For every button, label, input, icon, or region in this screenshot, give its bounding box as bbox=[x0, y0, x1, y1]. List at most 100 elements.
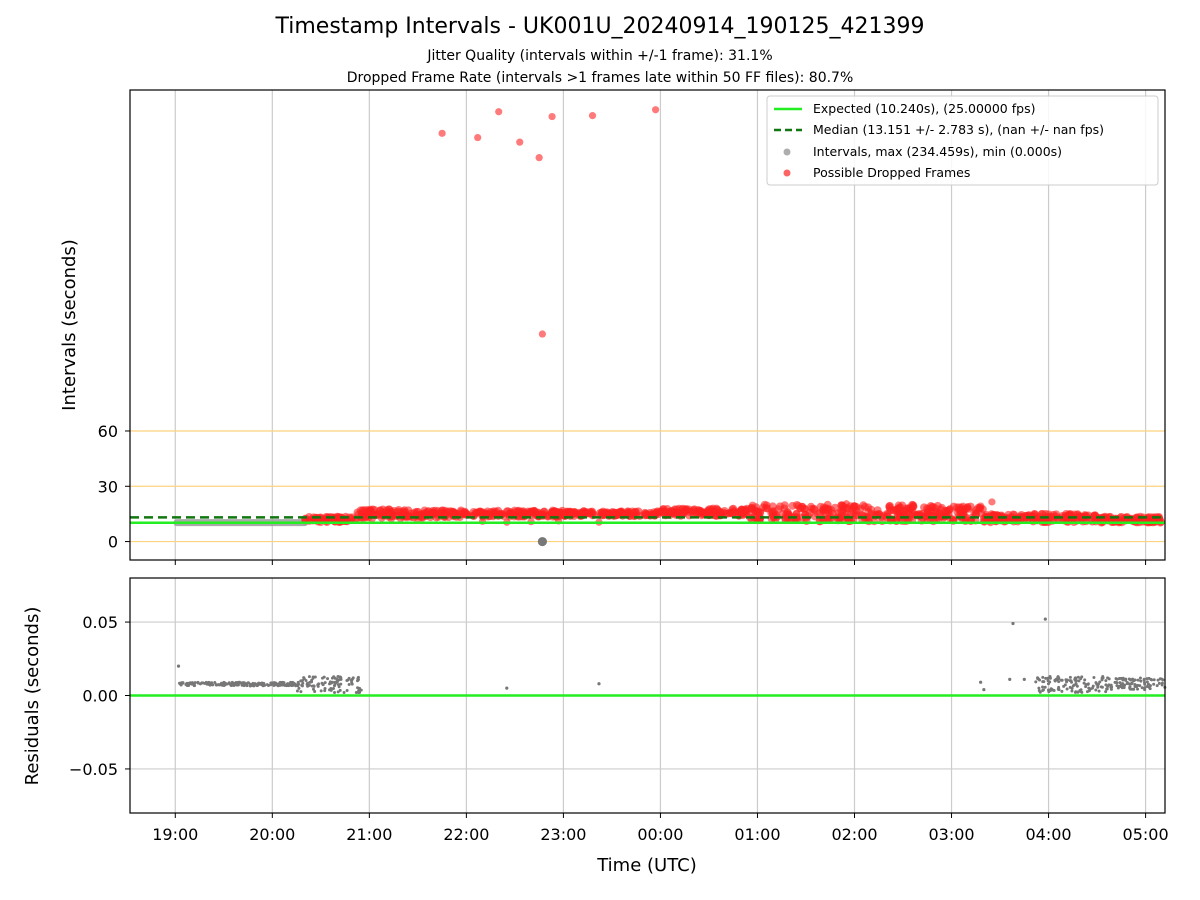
residual-point bbox=[1125, 682, 1129, 686]
residual-point bbox=[189, 682, 193, 686]
residual-point bbox=[181, 681, 185, 685]
dropped-frame-point bbox=[367, 506, 376, 515]
residual-point bbox=[1048, 675, 1052, 679]
residual-point bbox=[1136, 678, 1140, 682]
residual-point bbox=[1107, 677, 1111, 681]
residual-point bbox=[1116, 686, 1120, 690]
residual-point bbox=[249, 683, 253, 687]
dropped-frame-point bbox=[702, 509, 711, 518]
residual-point bbox=[323, 681, 327, 685]
x-tick-label: 03:00 bbox=[928, 825, 974, 844]
y-tick-label: −0.05 bbox=[69, 760, 118, 779]
y-tick-label: 30 bbox=[98, 477, 118, 496]
residual-point bbox=[1136, 687, 1140, 691]
residual-point bbox=[217, 683, 221, 687]
residual-point bbox=[301, 681, 305, 685]
residual-point bbox=[1143, 682, 1147, 686]
dropped-frame-point bbox=[651, 106, 660, 114]
residual-point bbox=[242, 681, 246, 685]
residual-point bbox=[1096, 685, 1100, 689]
residual-point bbox=[331, 687, 335, 691]
residual-point bbox=[1084, 683, 1088, 687]
dropped-frame-point bbox=[842, 500, 851, 508]
residual-point bbox=[292, 681, 296, 685]
residual-point bbox=[1118, 677, 1122, 681]
residual-point bbox=[1109, 685, 1113, 689]
residual-point bbox=[1130, 681, 1134, 685]
residual-point bbox=[347, 676, 351, 680]
residual-point bbox=[1104, 690, 1108, 694]
residual-point bbox=[1070, 689, 1074, 693]
residual-point bbox=[1071, 684, 1075, 688]
dropped-frame-point bbox=[988, 498, 996, 506]
residual-point bbox=[1063, 683, 1067, 687]
residual-point bbox=[297, 686, 301, 690]
residual-point bbox=[1133, 683, 1137, 687]
residual-point bbox=[246, 681, 250, 685]
dropped-frame-point bbox=[821, 505, 830, 514]
residual-point bbox=[193, 681, 197, 685]
residual-point bbox=[1122, 685, 1126, 689]
residual-point bbox=[358, 686, 362, 690]
residual-point bbox=[1124, 677, 1128, 681]
dropped-frame-point bbox=[893, 512, 902, 521]
dropped-frame-point bbox=[588, 112, 597, 120]
residual-point bbox=[1100, 676, 1104, 680]
residual-point bbox=[1156, 678, 1160, 682]
dropped-frame-point bbox=[434, 507, 443, 516]
residual-point bbox=[281, 680, 285, 684]
residual-point bbox=[1094, 688, 1098, 692]
jitter-quality-subtitle: Jitter Quality (intervals within +/-1 fr… bbox=[427, 48, 773, 64]
residual-point bbox=[1107, 683, 1111, 687]
residual-point bbox=[239, 681, 243, 685]
x-tick-label: 02:00 bbox=[831, 825, 877, 844]
residual-point bbox=[300, 684, 304, 688]
legend-dropped-label: Possible Dropped Frames bbox=[813, 165, 970, 180]
residual-point bbox=[1065, 680, 1069, 684]
residual-point bbox=[310, 684, 314, 688]
residual-point bbox=[1043, 685, 1047, 689]
residual-point bbox=[1104, 683, 1108, 687]
intervals-plot-frame bbox=[129, 89, 1166, 561]
residual-point bbox=[1077, 679, 1081, 683]
residual-point bbox=[295, 689, 299, 693]
residual-point bbox=[1011, 621, 1015, 626]
residual-point bbox=[253, 682, 257, 686]
residual-point bbox=[505, 686, 509, 690]
dropped-frame-point bbox=[377, 513, 386, 522]
residual-point bbox=[1049, 687, 1053, 691]
residual-point bbox=[1057, 680, 1061, 684]
dropped-frame-point bbox=[599, 507, 608, 516]
residual-point bbox=[201, 681, 205, 685]
residual-point bbox=[1073, 690, 1077, 694]
residual-point bbox=[1104, 679, 1108, 683]
residual-point bbox=[240, 683, 244, 687]
residual-point bbox=[356, 690, 360, 694]
dropped-frame-point bbox=[610, 508, 619, 517]
intervals-y-axis-label: Intervals (seconds) bbox=[59, 239, 80, 411]
residual-point bbox=[1053, 679, 1057, 683]
residual-point bbox=[1158, 677, 1162, 681]
residual-point bbox=[328, 688, 332, 692]
residual-point bbox=[356, 679, 360, 683]
dropped-frame-point bbox=[672, 508, 681, 517]
legend-dropped-swatch bbox=[783, 169, 791, 177]
residual-point bbox=[1138, 676, 1142, 680]
dropped-frame-point bbox=[495, 108, 503, 116]
legend: Expected (10.240s), (25.00000 fps) Media… bbox=[766, 95, 1159, 186]
residual-point bbox=[319, 689, 323, 693]
x-tick-label: 19:00 bbox=[152, 825, 198, 844]
dropped-frame-point bbox=[469, 511, 478, 520]
legend-expected-label: Expected (10.240s), (25.00000 fps) bbox=[813, 101, 1035, 116]
residual-point bbox=[1008, 677, 1012, 681]
residual-point bbox=[1070, 686, 1074, 690]
dropped-frame-point bbox=[936, 505, 945, 514]
residual-point bbox=[313, 675, 317, 679]
residual-point bbox=[320, 676, 324, 680]
residual-point bbox=[256, 683, 260, 687]
dropped-frame-point bbox=[834, 509, 843, 518]
residuals-y-axis-label: Residuals (seconds) bbox=[22, 607, 43, 786]
residuals-x-ticks: 19:00 20:00 21:00 22:00 23:00 00:00 01:00 02:00… bbox=[152, 813, 1169, 844]
residual-point bbox=[1121, 676, 1125, 680]
